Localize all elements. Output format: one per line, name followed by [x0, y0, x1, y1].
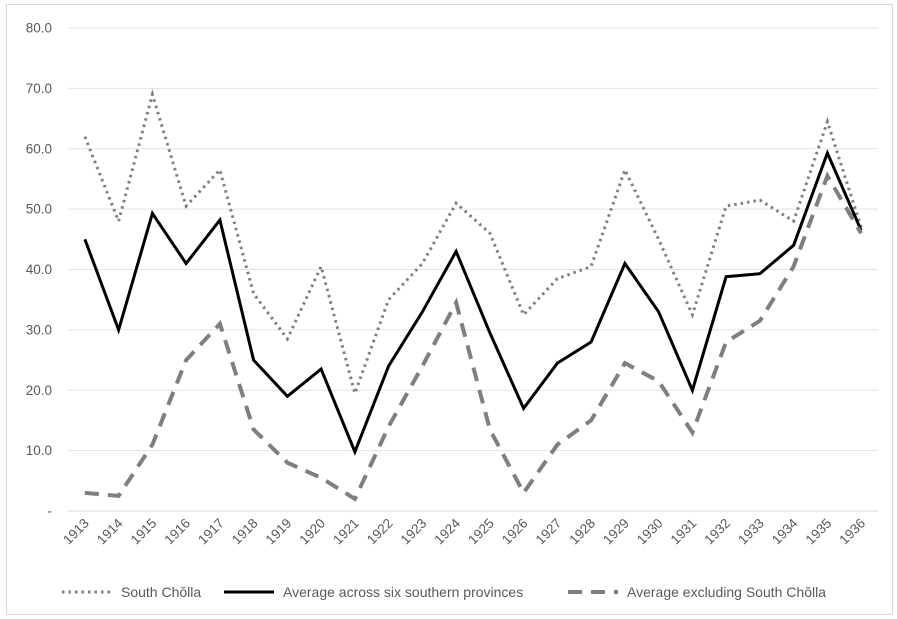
x-tick-label: 1924 — [431, 515, 463, 547]
x-tick-label: 1933 — [735, 516, 767, 548]
y-tick-label: 70.0 — [26, 81, 52, 96]
x-tick-label: 1935 — [803, 516, 835, 548]
x-tick-label: 1932 — [701, 516, 733, 548]
x-tick-label: 1914 — [94, 515, 126, 547]
y-tick-label: 60.0 — [26, 141, 52, 156]
y-tick-label: 50.0 — [26, 202, 52, 217]
x-tick-label: 1915 — [128, 516, 160, 548]
chart-frame — [6, 4, 893, 615]
gridlines — [68, 27, 878, 512]
x-tick-label: 1919 — [263, 516, 295, 548]
y-tick-label: 10.0 — [26, 443, 52, 458]
series-lines — [83, 88, 863, 502]
x-tick-label: 1930 — [634, 516, 666, 548]
x-tick-label: 1922 — [364, 516, 396, 548]
x-tick-label: 1920 — [296, 516, 328, 548]
legend-label: South Chŏlla — [121, 584, 201, 600]
y-tick-label: 20.0 — [26, 383, 52, 398]
x-tick-label: 1926 — [499, 516, 531, 548]
x-tick-label: 1929 — [600, 516, 632, 548]
y-tick-label: 40.0 — [26, 262, 52, 277]
x-tick-label: 1921 — [330, 516, 362, 548]
x-tick-label: 1918 — [229, 516, 261, 548]
x-tick-label: 1936 — [836, 516, 868, 548]
legend: South Chŏlla Average across six southern … — [62, 584, 826, 600]
y-axis-tick-labels: - 10.0 20.0 30.0 40.0 50.0 60.0 70.0 80.0 — [26, 21, 52, 519]
x-tick-label: 1923 — [398, 516, 430, 548]
y-tick-label: 30.0 — [26, 322, 52, 337]
x-tick-label: 1928 — [566, 516, 598, 548]
x-tick-label: 1925 — [465, 516, 497, 548]
x-tick-label: 1916 — [161, 516, 193, 548]
x-tick-label: 1913 — [60, 516, 92, 548]
y-tick-label: 80.0 — [26, 21, 52, 36]
x-tick-label: 1927 — [533, 516, 565, 548]
legend-label: Average across six southern provinces — [283, 584, 523, 600]
legend-label: Average excluding South Chŏlla — [627, 584, 826, 600]
x-tick-label: 1931 — [668, 516, 700, 548]
x-axis-tick-labels: 1913 1914 1915 1916 1917 1918 1919 1920 1921 1922… — [60, 515, 868, 547]
x-tick-label: 1934 — [769, 515, 801, 547]
y-tick-label: - — [48, 504, 53, 519]
series-line-solid — [83, 148, 863, 456]
x-tick-label: 1917 — [195, 516, 227, 548]
